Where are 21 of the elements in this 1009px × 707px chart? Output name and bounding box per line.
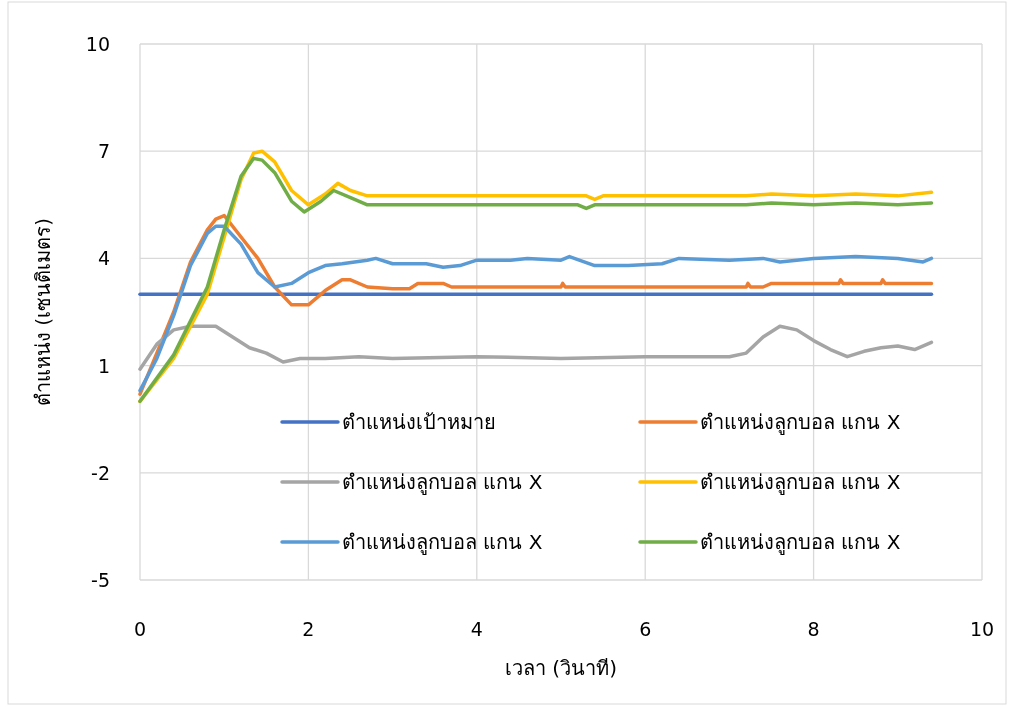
x-tick-label: 0 — [133, 618, 147, 640]
y-axis-title: ตำแหน่ง (เซนติเมตร) — [31, 218, 55, 406]
y-tick-label: -5 — [91, 569, 110, 591]
x-tick-label: 10 — [969, 618, 995, 640]
x-axis-title: เวลา (วินาที) — [505, 656, 617, 680]
x-tick-label: 4 — [470, 618, 483, 640]
x-tick-label: 2 — [302, 618, 315, 640]
legend-label: ตำแหน่งลูกบอล แกน X — [342, 470, 543, 495]
legend-label: ตำแหน่งลูกบอล แกน X — [700, 530, 901, 555]
x-tick-label: 6 — [639, 618, 652, 640]
y-tick-label: -2 — [91, 461, 110, 484]
y-tick-label: 7 — [97, 140, 110, 163]
y-tick-label: 1 — [97, 354, 110, 377]
legend-label: ตำแหน่งลูกบอล แกน X — [700, 410, 901, 435]
line-series — [138, 324, 934, 371]
legend-label: ตำแหน่งเป้าหมาย — [342, 410, 496, 434]
legend-label: ตำแหน่งลูกบอล แกน X — [700, 470, 901, 495]
y-tick-label: 4 — [97, 247, 110, 270]
x-tick-label: 8 — [807, 618, 820, 640]
y-tick-label: 10 — [85, 33, 110, 55]
legend-label: ตำแหน่งลูกบอล แกน X — [342, 530, 543, 555]
